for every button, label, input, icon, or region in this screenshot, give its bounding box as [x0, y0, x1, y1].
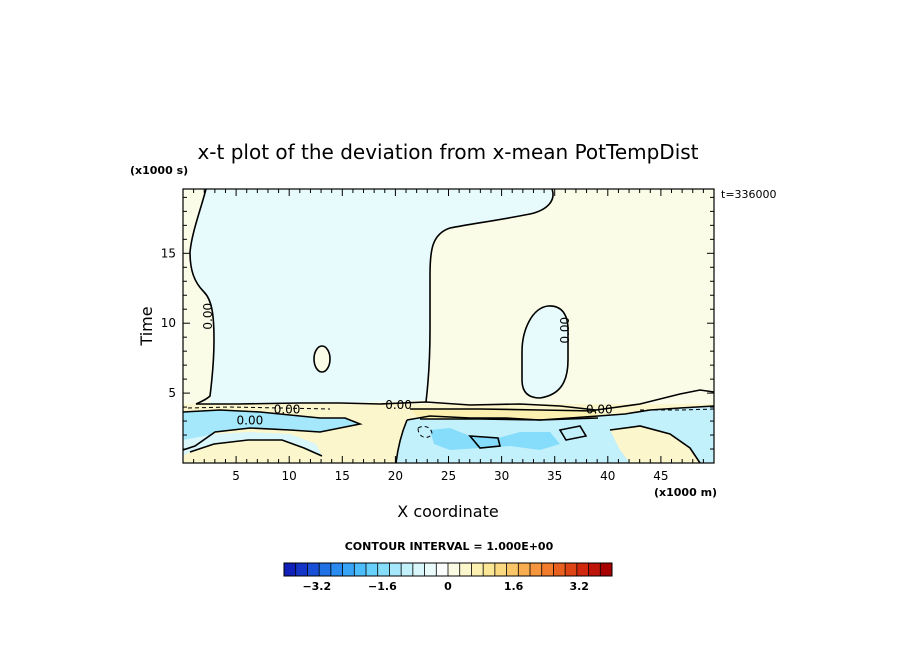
colorbar-swatch — [424, 563, 437, 576]
colorbar-swatch — [494, 563, 507, 576]
contour-label: 0.00 — [237, 414, 264, 428]
contour-label: 0.00 — [558, 317, 572, 344]
contour-zero-lower-mid — [395, 419, 408, 463]
colorbar-swatch — [377, 563, 390, 576]
colorbar-frame — [283, 562, 613, 577]
contour-zero-band — [196, 389, 714, 411]
x-axis-ticks: 5 10 15 20 25 30 35 40 45 — [193, 189, 704, 483]
contour-labels: 0.00 0.00 0.00 0.00 0.00 0.00 — [201, 303, 613, 428]
region-negative-lower-left — [183, 410, 360, 450]
x-axis-label: X coordinate — [397, 502, 498, 521]
contour-interval-text: CONTOUR INTERVAL = 1.000E+00 — [345, 540, 554, 553]
colorbar-swatch — [412, 563, 425, 576]
colorbar-swatch — [471, 563, 484, 576]
contour-zero-blob — [521, 305, 569, 399]
colorbar-swatch — [576, 563, 589, 576]
x-tick-label: 35 — [547, 469, 562, 483]
region-negative-upper-left — [190, 189, 554, 405]
x-tick-label: 20 — [388, 469, 403, 483]
colorbar-swatch — [530, 563, 543, 576]
x-tick-label: 10 — [282, 469, 297, 483]
colorbar-swatch — [600, 563, 613, 576]
time-annotation: t=336000 — [721, 188, 777, 201]
colorbar-swatch — [483, 563, 496, 576]
contour-zero-small — [468, 425, 588, 449]
x-tick-label: 5 — [232, 469, 240, 483]
colorbar-swatch — [366, 563, 379, 576]
y-tick-label: 5 — [168, 386, 176, 400]
x-tick-label: 40 — [600, 469, 615, 483]
contour-label: 0.00 — [201, 303, 215, 330]
colorbar-swatch — [401, 563, 414, 576]
colorbar-swatch — [342, 563, 355, 576]
colorbar-swatch — [284, 563, 297, 576]
colorbar-tick-label: −3.2 — [302, 580, 331, 593]
contour-zero-lower-left-2 — [189, 439, 323, 457]
contour-zero-upper — [189, 189, 215, 405]
contour-zero-upper-right — [425, 189, 554, 403]
colorbar: −3.2 −1.6 0 1.6 3.2 — [283, 562, 613, 593]
contour-label: 0.00 — [274, 402, 301, 416]
contour-lines-dashed — [187, 406, 714, 438]
colorbar-swatch — [565, 563, 578, 576]
colorbar-tick-label: 3.2 — [569, 580, 589, 593]
x-tick-label: 25 — [441, 469, 456, 483]
x-tick-label: 45 — [653, 469, 668, 483]
x-unit-label: (x1000 m) — [654, 486, 717, 499]
colorbar-swatch — [436, 563, 449, 576]
colorbar-swatch — [588, 563, 601, 576]
region-positive-island — [314, 346, 330, 372]
colorbar-swatch — [330, 563, 343, 576]
contour-zero-lower-right — [406, 405, 714, 421]
colorbar-tick-label: −1.6 — [368, 580, 397, 593]
contour-label: 0.00 — [385, 398, 412, 412]
contour-zero-lower — [183, 409, 363, 451]
y-tick-label: 10 — [161, 316, 176, 330]
x-tick-label: 30 — [494, 469, 509, 483]
colorbar-swatch — [448, 563, 461, 576]
contour-zero-lower-right-2 — [609, 425, 701, 463]
colorbar-swatch — [307, 563, 320, 576]
contour-label: 0.00 — [586, 402, 613, 416]
colorbar-swatch — [518, 563, 531, 576]
region-negative-lower-left-light — [183, 432, 322, 456]
x-tick-label: 15 — [335, 469, 350, 483]
plot-area: 0.00 0.00 0.00 0.00 0.00 0.00 — [183, 189, 714, 463]
colorbar-swatch — [553, 563, 566, 576]
chart-title: x-t plot of the deviation from x-mean Po… — [197, 140, 698, 164]
colorbar-swatch — [295, 563, 308, 576]
region-negative-lower-right-dark — [430, 428, 560, 450]
contour-zero-island — [313, 345, 331, 373]
y-unit-label: (x1000 s) — [130, 164, 188, 177]
y-axis-label: Time — [137, 306, 156, 346]
colorbar-swatch — [506, 563, 519, 576]
colorbar-swatch — [389, 563, 402, 576]
colorbar-tick-label: 0 — [444, 580, 452, 593]
y-axis-ticks: 5 10 15 — [161, 196, 714, 450]
colorbar-swatch — [354, 563, 367, 576]
colorbar-tick-label: 1.6 — [504, 580, 524, 593]
colorbar-swatch — [541, 563, 554, 576]
colorbar-swatch — [319, 563, 332, 576]
contour-zero-band-2 — [410, 408, 599, 421]
contour-neg-1 — [187, 406, 331, 410]
colorbar-swatch — [459, 563, 472, 576]
contour-neg-3 — [417, 425, 433, 438]
region-negative-blob-right — [522, 305, 568, 398]
y-tick-label: 15 — [161, 246, 176, 260]
region-negative-lower-right — [396, 406, 714, 463]
contour-lines — [183, 189, 714, 463]
